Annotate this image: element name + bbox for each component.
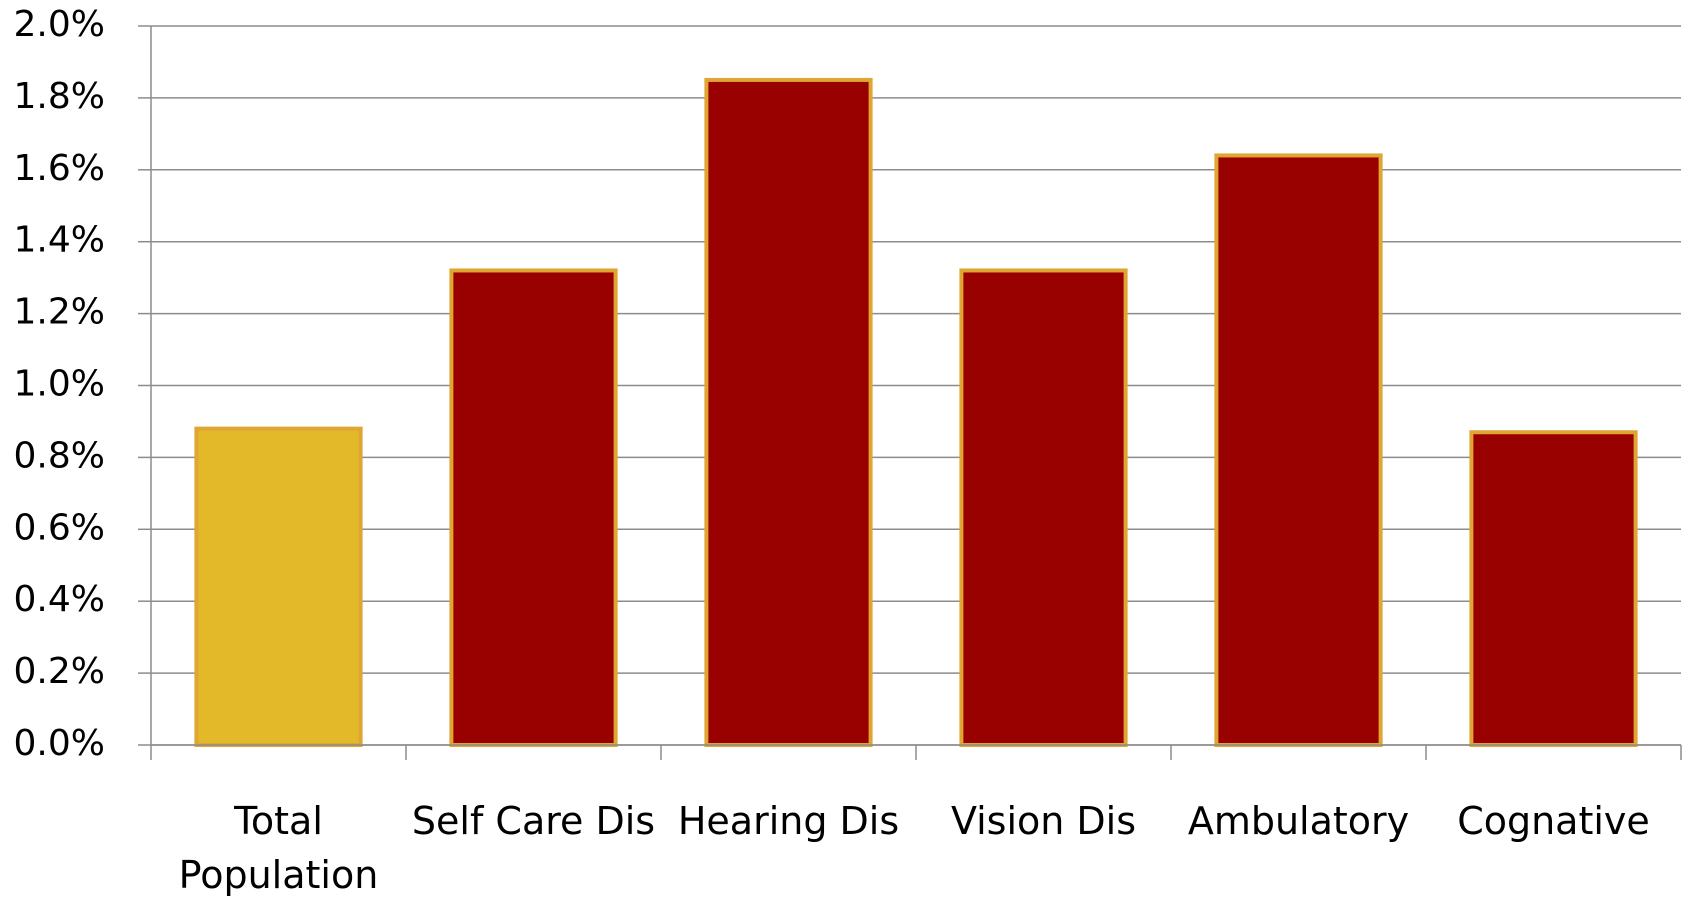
x-tick-label: Cognative xyxy=(1457,799,1650,843)
y-tick-label: 0.8% xyxy=(14,435,105,476)
y-tick-label: 1.0% xyxy=(14,364,105,405)
bar xyxy=(704,77,873,748)
x-tick-label: Total Population xyxy=(178,799,379,897)
y-tick-label: 1.8% xyxy=(14,76,105,117)
y-tick-label: 1.6% xyxy=(14,148,105,189)
y-tick-label: 0.6% xyxy=(14,507,105,548)
bar xyxy=(194,426,363,747)
y-tick-label: 0.2% xyxy=(14,651,105,692)
bar xyxy=(959,268,1128,747)
bar xyxy=(449,268,618,747)
y-tick-label: 1.2% xyxy=(14,292,105,333)
bar xyxy=(1214,153,1383,748)
y-tick-label: 0.0% xyxy=(14,723,105,764)
x-tick-label: Hearing Dis xyxy=(677,799,900,843)
bar xyxy=(1469,430,1638,747)
y-tick-label: 1.4% xyxy=(14,220,105,261)
y-tick-label: 2.0% xyxy=(14,4,105,45)
x-tick-label: Vision Dis xyxy=(950,799,1137,843)
y-tick-label: 0.4% xyxy=(14,579,105,620)
x-tick-label: Ambulatory xyxy=(1187,799,1410,843)
x-tick-label: Self Care Dis xyxy=(411,799,656,843)
